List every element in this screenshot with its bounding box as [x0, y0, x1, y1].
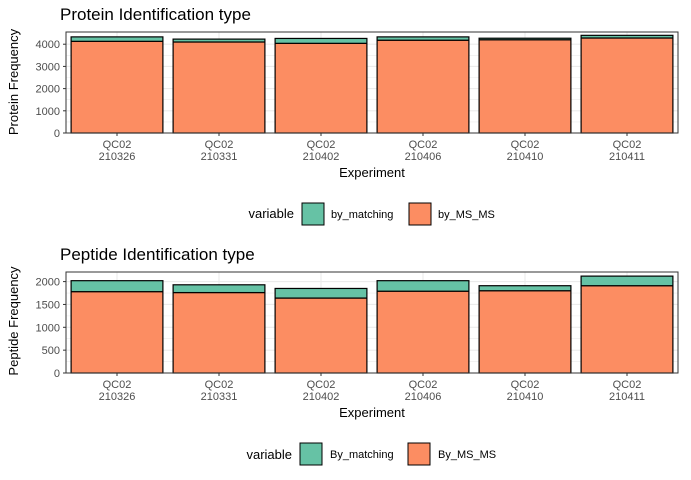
y-tick-label: 3000: [36, 61, 60, 73]
plot-area: [65, 31, 679, 134]
x-tick-label: QC02: [511, 379, 540, 391]
legend-swatch-matching: [299, 442, 323, 466]
x-tick-label: QC02: [409, 379, 438, 391]
bar-By_matching: [580, 275, 674, 287]
bar-by_MS_MS: [580, 37, 674, 134]
x-tick-label: 210402: [303, 151, 340, 163]
x-tick-label: 210411: [609, 391, 645, 403]
x-tick-label: QC02: [511, 139, 540, 151]
x-tick-label: QC02: [307, 139, 336, 151]
x-tick-label: 210406: [405, 151, 442, 163]
chart-title: Protein Identification type: [60, 5, 251, 24]
y-tick-label: 1000: [36, 106, 60, 118]
y-tick-label: 500: [42, 345, 60, 357]
bar-by_MS_MS: [478, 39, 572, 134]
legend-title: variable: [248, 206, 294, 221]
x-axis-label: Experiment: [339, 165, 405, 180]
x-tick-label: 210410: [507, 151, 544, 163]
x-tick-label: QC02: [205, 379, 234, 391]
y-tick-label: 1000: [36, 322, 60, 334]
bar-by_matching: [172, 38, 266, 43]
x-tick-label: QC02: [409, 139, 438, 151]
panel-border: [65, 271, 679, 374]
panel-border: [65, 31, 679, 134]
plot-area: [65, 271, 679, 374]
bar-By_matching: [70, 280, 164, 293]
bar-By_MS_MS: [376, 290, 470, 374]
x-tick-label: QC02: [613, 379, 642, 391]
bar-By_matching: [376, 280, 470, 292]
bar-by_MS_MS: [172, 41, 266, 134]
bar-By_MS_MS: [274, 297, 368, 374]
bar-by_matching: [580, 34, 674, 39]
panel-background: [66, 32, 678, 133]
bar-By_MS_MS: [478, 290, 572, 374]
y-tick-label: 1500: [36, 299, 60, 311]
x-tick-label: 210326: [99, 151, 136, 163]
x-tick-label: 210410: [507, 391, 544, 403]
y-tick-label: 0: [54, 128, 60, 140]
x-tick-label: QC02: [205, 139, 234, 151]
peptide-chart: Peptide Identification type Peptide Freq…: [6, 245, 679, 466]
x-tick-label: 210411: [609, 151, 645, 163]
y-tick-label: 2000: [36, 84, 60, 96]
y-tick-label: 0: [54, 368, 60, 380]
bar-By_matching: [172, 284, 266, 294]
x-tick-label: 210406: [405, 391, 442, 403]
bar-by_MS_MS: [274, 42, 368, 134]
legend-swatch-ms-ms: [407, 442, 431, 466]
x-axis-label: Experiment: [339, 405, 405, 420]
x-tick-label: 210331: [201, 151, 238, 163]
x-tick-label: QC02: [103, 379, 132, 391]
legend-title: variable: [246, 447, 292, 462]
bar-By_MS_MS: [580, 285, 674, 374]
x-tick-label: QC02: [103, 139, 132, 151]
protein-chart: Protein Identification type Protein Freq…: [6, 5, 679, 226]
bar-By_MS_MS: [70, 291, 164, 374]
bar-By_matching: [274, 287, 368, 299]
y-axis-label: Protein Frequency: [6, 28, 21, 135]
x-tick-label: QC02: [307, 379, 336, 391]
bar-by_matching: [274, 37, 368, 44]
bar-by_MS_MS: [70, 40, 164, 134]
legend-swatch-matching: [301, 202, 325, 226]
x-tick-label: 210331: [201, 391, 238, 403]
x-tick-label: QC02: [613, 139, 642, 151]
legend-swatch-ms-ms: [408, 202, 432, 226]
legend-label-matching: By_matching: [330, 449, 394, 461]
legend-label-ms-ms: By_MS_MS: [438, 449, 496, 461]
panel-background: [66, 272, 678, 373]
y-tick-label: 4000: [36, 39, 60, 51]
bar-by_matching: [478, 37, 572, 41]
bar-By_matching: [478, 285, 572, 292]
bar-by_matching: [376, 36, 470, 41]
bar-by_MS_MS: [376, 39, 470, 134]
bar-by_matching: [70, 36, 164, 42]
legend-label-ms-ms: by_MS_MS: [438, 209, 495, 221]
x-tick-label: 210326: [99, 391, 136, 403]
legend-label-matching: by_matching: [331, 209, 393, 221]
x-tick-label: 210402: [303, 391, 340, 403]
bar-By_MS_MS: [172, 291, 266, 374]
chart-title: Peptide Identification type: [60, 245, 255, 264]
y-axis-label: Peptide Frequency: [6, 266, 21, 376]
y-tick-label: 2000: [36, 277, 60, 289]
